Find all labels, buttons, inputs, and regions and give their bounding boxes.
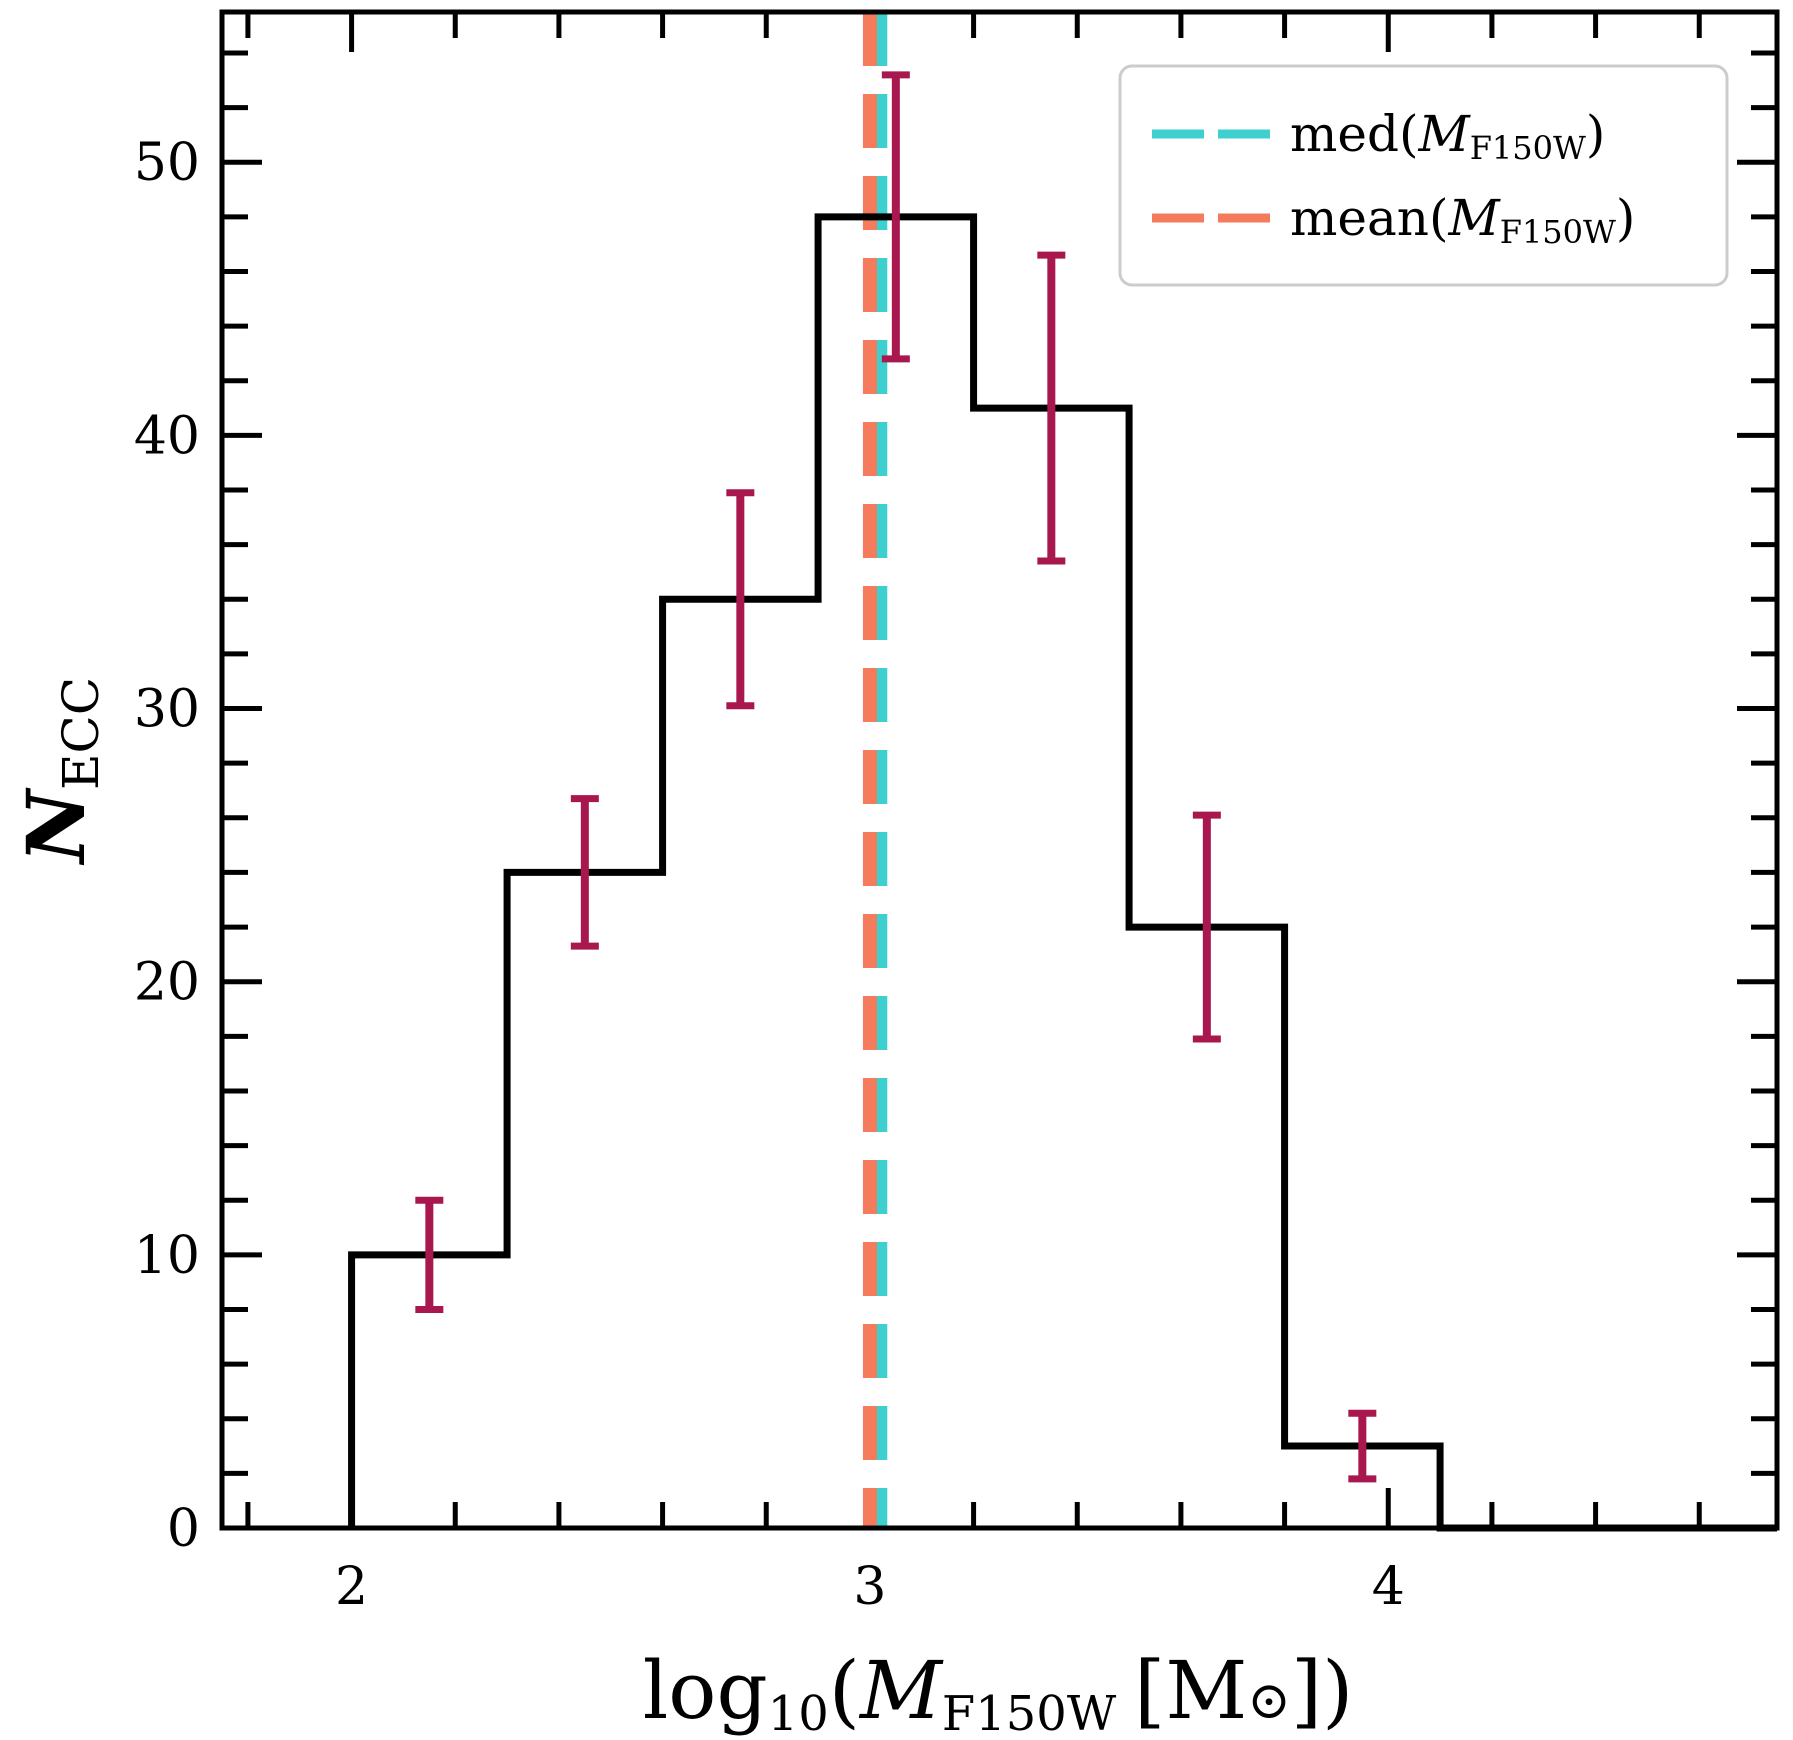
y-tick-labels: 0 10 20 30 40 50 (134, 133, 200, 1559)
histogram-step-line (348, 213, 1777, 1532)
y-tick-label: 30 (134, 680, 200, 740)
x-label-unit: [M (1134, 1644, 1247, 1737)
y-axis-label: NECC (9, 677, 110, 866)
legend-median-var: M (1418, 105, 1472, 163)
x-label-open: ( (829, 1644, 860, 1737)
x-label-log: log (643, 1644, 768, 1737)
legend: med(MF150W) mean(MF150W) (1118, 64, 1729, 287)
legend-label-median: med(MF150W) (1290, 105, 1605, 167)
legend-mean-var: M (1448, 189, 1502, 247)
x-tick-label: 2 (335, 1557, 368, 1617)
reference-lines (862, 12, 888, 1528)
x-label-log-sub: 10 (768, 1686, 829, 1740)
x-label-var: M (858, 1644, 944, 1737)
y-tick-label: 0 (167, 1499, 200, 1559)
x-tick-label: 4 (1372, 1557, 1405, 1617)
y-tick-label: 10 (134, 1226, 200, 1286)
x-label-sun: ⊙ (1247, 1671, 1291, 1731)
legend-mean-sub: F150W (1500, 213, 1616, 251)
x-label-var-sub: F150W (942, 1686, 1117, 1740)
y-tick-label: 40 (134, 406, 200, 466)
y-tick-label: 50 (134, 133, 200, 193)
legend-box (1118, 64, 1729, 287)
y-label-sub: ECC (52, 677, 110, 790)
x-label-close: ]) (1291, 1644, 1353, 1737)
x-tick-label: 3 (853, 1557, 886, 1617)
error-bars (415, 71, 1377, 1483)
legend-mean-close: ) (1616, 189, 1636, 247)
axis-ticks (222, 12, 1777, 1531)
legend-mean-func: mean( (1290, 189, 1449, 247)
legend-median-func: med( (1290, 105, 1419, 163)
y-label-var: N (9, 787, 103, 866)
legend-median-close: ) (1586, 105, 1606, 163)
plot-frame (219, 9, 1780, 1531)
x-axis-label: log10(MF150W [M⊙]) (643, 1644, 1354, 1740)
legend-median-sub: F150W (1470, 129, 1586, 167)
x-tick-labels: 2 3 4 (335, 1557, 1405, 1617)
legend-label-mean: mean(MF150W) (1290, 189, 1635, 251)
y-tick-label: 20 (134, 953, 200, 1013)
